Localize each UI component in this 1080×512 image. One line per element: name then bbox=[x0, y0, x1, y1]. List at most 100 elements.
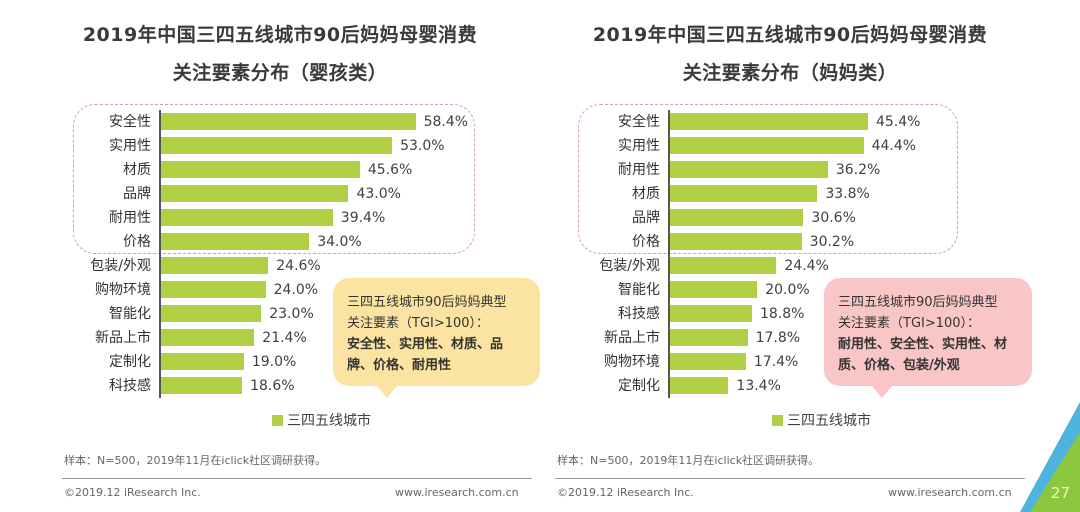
right-axis bbox=[668, 110, 670, 398]
right-category-label: 购物环境 bbox=[604, 354, 660, 370]
left-callout-line1: 三四五线城市90后妈妈典型 bbox=[347, 295, 507, 310]
right-value-label: 45.4% bbox=[875, 114, 921, 130]
right-bar bbox=[670, 137, 864, 154]
right-footer-divider bbox=[555, 478, 1025, 479]
left-bar bbox=[161, 305, 262, 322]
right-category-label: 包装/外观 bbox=[599, 258, 660, 274]
right-callout-factors: 耐用性、安全性、实用性、材质、价格、包装/外观 bbox=[838, 337, 1008, 373]
left-bar bbox=[161, 185, 349, 202]
right-category-label: 价格 bbox=[632, 234, 660, 250]
right-category-label: 耐用性 bbox=[618, 162, 660, 178]
right-legend-swatch bbox=[772, 414, 783, 426]
right-value-label: 30.2% bbox=[809, 234, 855, 250]
left-value-label: 24.0% bbox=[273, 282, 319, 298]
left-bar bbox=[161, 113, 416, 130]
left-category-label: 安全性 bbox=[109, 114, 151, 130]
left-value-label: 43.0% bbox=[356, 186, 401, 202]
right-bar bbox=[670, 257, 777, 274]
left-value-label: 34.0% bbox=[317, 234, 362, 250]
left-legend-label: 三四五线城市 bbox=[287, 413, 371, 429]
left-callout-factors: 安全性、实用性、材质、品牌、价格、耐用性 bbox=[347, 337, 504, 373]
right-category-label: 智能化 bbox=[618, 282, 660, 298]
right-value-label: 20.0% bbox=[765, 282, 810, 298]
left-axis bbox=[159, 110, 161, 398]
left-url-link[interactable]: www.iresearch.com.cn bbox=[395, 486, 519, 499]
right-bar bbox=[670, 353, 746, 370]
page-number: 27 bbox=[1050, 484, 1070, 502]
right-callout-line1: 三四五线城市90后妈妈典型 bbox=[838, 295, 998, 310]
right-legend-label: 三四五线城市 bbox=[787, 413, 871, 429]
right-highlight-box bbox=[578, 104, 958, 254]
right-callout: 三四五线城市90后妈妈典型 关注要素（TGI>100）： 耐用性、安全性、实用性… bbox=[824, 278, 1032, 386]
left-category-label: 定制化 bbox=[109, 354, 151, 370]
right-callout-line2: 关注要素（TGI>100）： bbox=[838, 316, 981, 331]
left-bar bbox=[161, 137, 393, 154]
right-value-label: 24.4% bbox=[784, 258, 829, 274]
right-category-label: 安全性 bbox=[618, 114, 660, 130]
left-title-line2: 关注要素分布（婴孩类） bbox=[172, 62, 388, 84]
left-value-label: 21.4% bbox=[262, 330, 307, 346]
left-value-label: 53.0% bbox=[400, 138, 445, 154]
corner-decoration bbox=[1020, 402, 1080, 512]
right-bar bbox=[670, 185, 818, 202]
right-category-label: 品牌 bbox=[632, 210, 660, 226]
left-value-label: 39.4% bbox=[340, 210, 386, 226]
right-value-label: 18.8% bbox=[759, 306, 805, 322]
right-bar bbox=[670, 113, 868, 130]
right-bar bbox=[670, 281, 758, 298]
left-value-label: 24.6% bbox=[276, 258, 321, 274]
left-bar bbox=[161, 353, 244, 370]
right-url-link[interactable]: www.iresearch.com.cn bbox=[888, 486, 1012, 499]
left-category-label: 价格 bbox=[123, 234, 151, 250]
left-legend-swatch bbox=[272, 414, 283, 426]
right-legend: 三四五线城市 bbox=[772, 410, 871, 430]
right-value-label: 30.6% bbox=[811, 210, 856, 226]
right-category-label: 科技感 bbox=[618, 306, 660, 322]
right-bar bbox=[670, 233, 802, 250]
left-legend: 三四五线城市 bbox=[272, 410, 371, 430]
left-value-label: 58.4% bbox=[423, 114, 469, 130]
left-category-label: 科技感 bbox=[109, 378, 151, 394]
right-callout-tail bbox=[872, 386, 892, 398]
left-callout-tail bbox=[377, 386, 397, 398]
right-value-label: 44.4% bbox=[871, 138, 917, 154]
left-callout-line2: 关注要素（TGI>100）： bbox=[347, 316, 490, 331]
left-category-label: 实用性 bbox=[109, 138, 151, 154]
right-copyright: ©2019.12 iResearch Inc. bbox=[557, 486, 694, 499]
left-bar bbox=[161, 233, 310, 250]
left-copyright: ©2019.12 iResearch Inc. bbox=[64, 486, 201, 499]
right-category-label: 实用性 bbox=[618, 138, 660, 154]
right-value-label: 36.2% bbox=[835, 162, 881, 178]
left-category-label: 智能化 bbox=[109, 306, 151, 322]
left-sample-note: 样本：N=500，2019年11月在iclick社区调研获得。 bbox=[64, 454, 327, 467]
right-bar bbox=[670, 377, 729, 394]
left-category-label: 耐用性 bbox=[109, 210, 151, 226]
right-bar bbox=[670, 305, 752, 322]
right-value-label: 17.8% bbox=[755, 330, 801, 346]
left-title-line1: 2019年中国三四五线城市90后妈妈母婴消费 bbox=[82, 24, 478, 46]
left-bar bbox=[161, 377, 243, 394]
left-highlight-box bbox=[73, 104, 475, 254]
left-bar bbox=[161, 161, 360, 178]
left-category-label: 新品上市 bbox=[95, 330, 151, 346]
left-bar bbox=[161, 209, 333, 226]
left-footer-divider bbox=[62, 478, 532, 479]
left-value-label: 45.6% bbox=[367, 162, 413, 178]
corner-blue-stripe bbox=[1020, 402, 1080, 512]
right-category-label: 定制化 bbox=[618, 378, 660, 394]
left-category-label: 购物环境 bbox=[95, 282, 151, 298]
left-category-label: 材质 bbox=[123, 162, 151, 178]
left-value-label: 18.6% bbox=[250, 378, 295, 394]
corner-green-triangle bbox=[1030, 432, 1080, 512]
right-sample-note: 样本：N=500，2019年11月在iclick社区调研获得。 bbox=[557, 454, 820, 467]
right-title-line2: 关注要素分布（妈妈类） bbox=[682, 62, 898, 84]
left-category-label: 包装/外观 bbox=[90, 258, 151, 274]
left-bar bbox=[161, 329, 255, 346]
left-bar bbox=[161, 281, 266, 298]
left-value-label: 19.0% bbox=[251, 354, 297, 370]
left-category-label: 品牌 bbox=[123, 186, 151, 202]
right-bar bbox=[670, 209, 804, 226]
right-value-label: 33.8% bbox=[825, 186, 870, 202]
right-bar bbox=[670, 329, 748, 346]
right-category-label: 新品上市 bbox=[604, 330, 660, 346]
